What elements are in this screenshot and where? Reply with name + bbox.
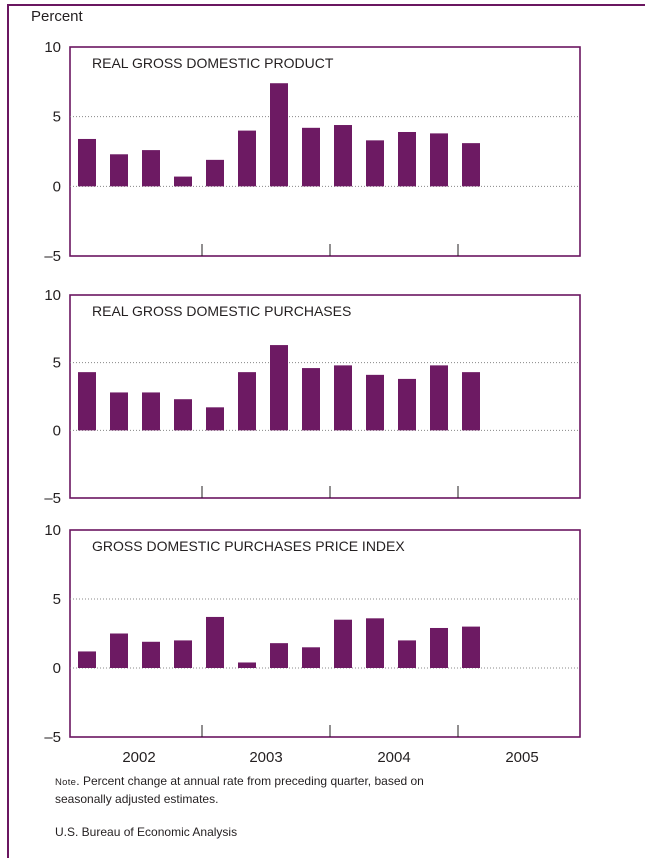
panel-1-bar	[398, 131, 416, 187]
panel-3-bar	[302, 647, 320, 668]
panel-2-title: REAL GROSS DOMESTIC PURCHASES	[92, 303, 351, 319]
panel-3-frame	[69, 529, 581, 738]
panel-2-bar	[174, 399, 192, 431]
panel-2-ytick-label: 5	[53, 355, 61, 372]
panel-3-bar	[430, 627, 448, 668]
x-tick-label-2003: 2003	[249, 749, 282, 766]
panel-1-bar	[430, 133, 448, 187]
panel-2-bar	[398, 378, 416, 431]
frame-left-border	[7, 4, 9, 858]
panel-1-bar	[270, 83, 288, 187]
x-tick-label-2002: 2002	[122, 749, 155, 766]
panel-3-bar	[174, 640, 192, 668]
panel-1-bar	[366, 140, 384, 187]
panel-3-bar	[366, 618, 384, 668]
panel-1-bar	[238, 130, 256, 187]
panel-2-bar	[110, 392, 128, 431]
panel-1-bar	[334, 125, 352, 187]
panel-3-bar	[398, 640, 416, 668]
panel-2-ytick-label: –5	[44, 490, 61, 507]
panel-2-bar	[430, 365, 448, 431]
panel-2-bar	[270, 345, 288, 431]
panel-3-ytick-label: –5	[44, 729, 61, 746]
panel-2-bar	[206, 407, 224, 431]
panel-3-bar	[78, 651, 96, 668]
panel-1-bar	[78, 138, 96, 187]
panel-3-bar	[110, 633, 128, 668]
panel-2-frame	[69, 294, 581, 499]
panel-1-bar	[110, 154, 128, 187]
x-tick-label-2004: 2004	[377, 749, 410, 766]
y-axis-label: Percent	[31, 8, 83, 25]
panel-3-ytick-label: 5	[53, 591, 61, 608]
panel-2-bar	[142, 392, 160, 431]
panel-3-bar	[462, 626, 480, 668]
panel-1-bar	[462, 143, 480, 187]
panel-2-bar	[462, 372, 480, 431]
panel-1-bar	[174, 176, 192, 187]
panel-1-bar	[206, 159, 224, 187]
panel-2-ytick-label: 10	[44, 287, 61, 304]
x-tick-label-2005: 2005	[505, 749, 538, 766]
panel-1-bar	[142, 150, 160, 187]
panel-3-bar	[206, 616, 224, 668]
panel-1-bar	[302, 127, 320, 187]
source-line: U.S. Bureau of Economic Analysis	[55, 825, 238, 839]
panel-1-ytick-label: 10	[44, 39, 61, 56]
panel-2-ytick-label: 0	[53, 422, 61, 439]
panel-2-bar	[238, 372, 256, 431]
panel-3-ytick-label: 10	[44, 522, 61, 539]
panel-1-frame	[69, 46, 581, 257]
panel-3-bar	[238, 662, 256, 668]
panel-2-bar	[366, 374, 384, 431]
panel-2-bar	[78, 372, 96, 431]
panel-3-ytick-label: 0	[53, 660, 61, 677]
panel-2-bar	[334, 365, 352, 431]
panel-1-ytick-label: 0	[53, 178, 61, 195]
chart-note: Note. Percent change at annual rate from…	[55, 773, 455, 807]
frame-top-border	[7, 4, 645, 6]
panel-3-bar	[142, 641, 160, 668]
panel-1-ytick-label: 5	[53, 109, 61, 126]
panel-3-bar	[334, 619, 352, 668]
panel-1-ytick-label: –5	[44, 248, 61, 265]
note-text: . Percent change at annual rate from pre…	[55, 774, 424, 806]
panel-1-title: REAL GROSS DOMESTIC PRODUCT	[92, 55, 334, 71]
panel-2-bar	[302, 368, 320, 431]
note-lead: Note	[55, 777, 77, 788]
panel-3-title: GROSS DOMESTIC PURCHASES PRICE INDEX	[92, 538, 405, 554]
panel-3-bar	[270, 643, 288, 668]
